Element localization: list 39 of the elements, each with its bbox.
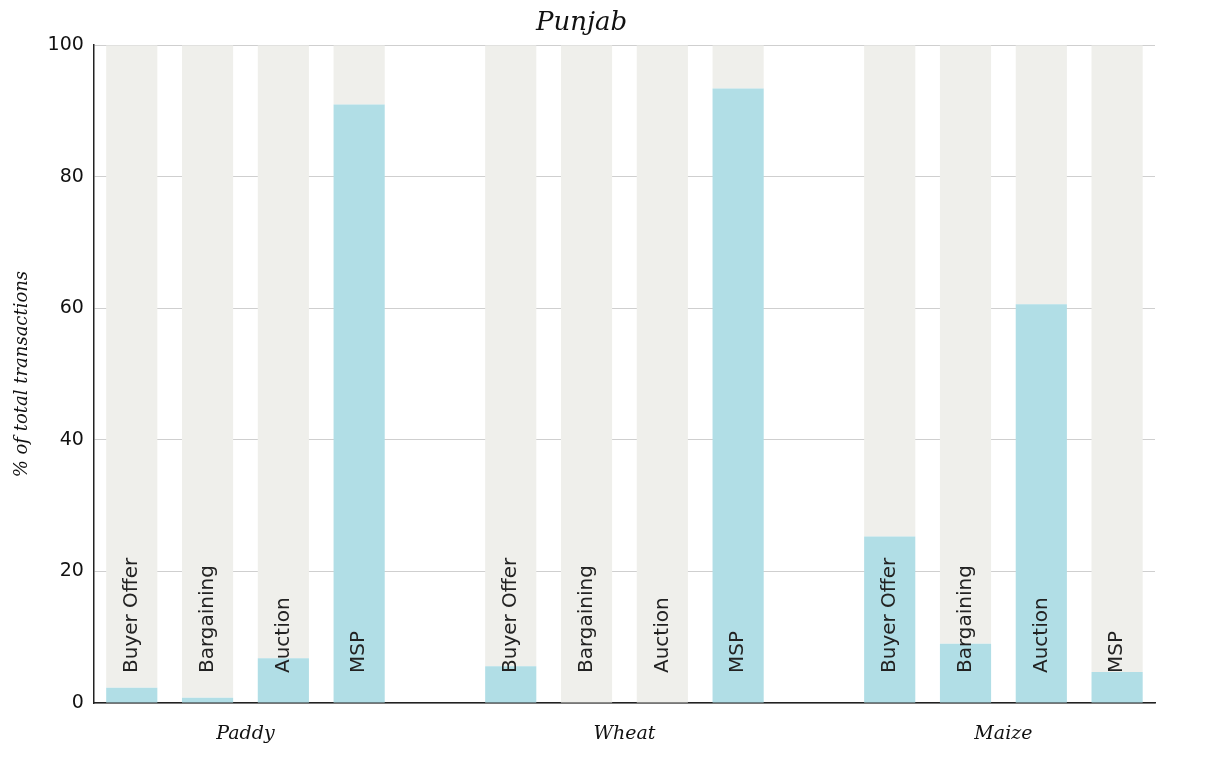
y-tick-label: 40 <box>59 426 84 449</box>
bar <box>333 104 385 703</box>
bar <box>181 697 234 703</box>
bar <box>106 687 158 703</box>
bar <box>1015 45 1067 305</box>
y-tick-label: 20 <box>59 558 84 581</box>
bar <box>712 45 764 89</box>
x-tick-label: Buyer Offer <box>496 557 521 673</box>
bar <box>864 536 916 703</box>
x-tick-label: Bargaining <box>193 565 218 673</box>
bar <box>181 45 234 698</box>
x-tick-label: Bargaining <box>951 565 976 673</box>
x-tick-label: Buyer Offer <box>117 557 142 673</box>
bar <box>1091 672 1143 703</box>
y-tick-label: 0 <box>71 689 84 712</box>
bar <box>636 45 688 703</box>
x-tick-label: MSP <box>724 630 749 673</box>
bar <box>560 45 613 703</box>
text: Wheat <box>593 721 656 744</box>
x-tick-label: Buyer Offer <box>875 557 900 673</box>
bar <box>1091 45 1143 673</box>
text: Maize <box>973 721 1033 744</box>
bar <box>106 45 158 688</box>
bar <box>1015 304 1067 703</box>
x-tick-label: MSP <box>345 630 370 673</box>
bar <box>333 45 385 105</box>
y-tick-label: 60 <box>59 295 84 318</box>
x-tick-label: Bargaining <box>572 565 597 673</box>
y-axis-title: % of total transactions <box>10 270 32 478</box>
x-tick-label: Auction <box>1027 597 1052 673</box>
bar <box>864 45 916 537</box>
text: Paddy <box>215 721 275 744</box>
y-tick-label: 80 <box>59 163 84 186</box>
y-tick-label: 100 <box>47 32 84 55</box>
x-tick-label: Auction <box>648 597 673 673</box>
x-tick-label: Auction <box>269 597 294 673</box>
bar <box>712 88 764 703</box>
chart-title: Punjab <box>534 6 628 37</box>
x-tick-label: MSP <box>1103 630 1128 673</box>
